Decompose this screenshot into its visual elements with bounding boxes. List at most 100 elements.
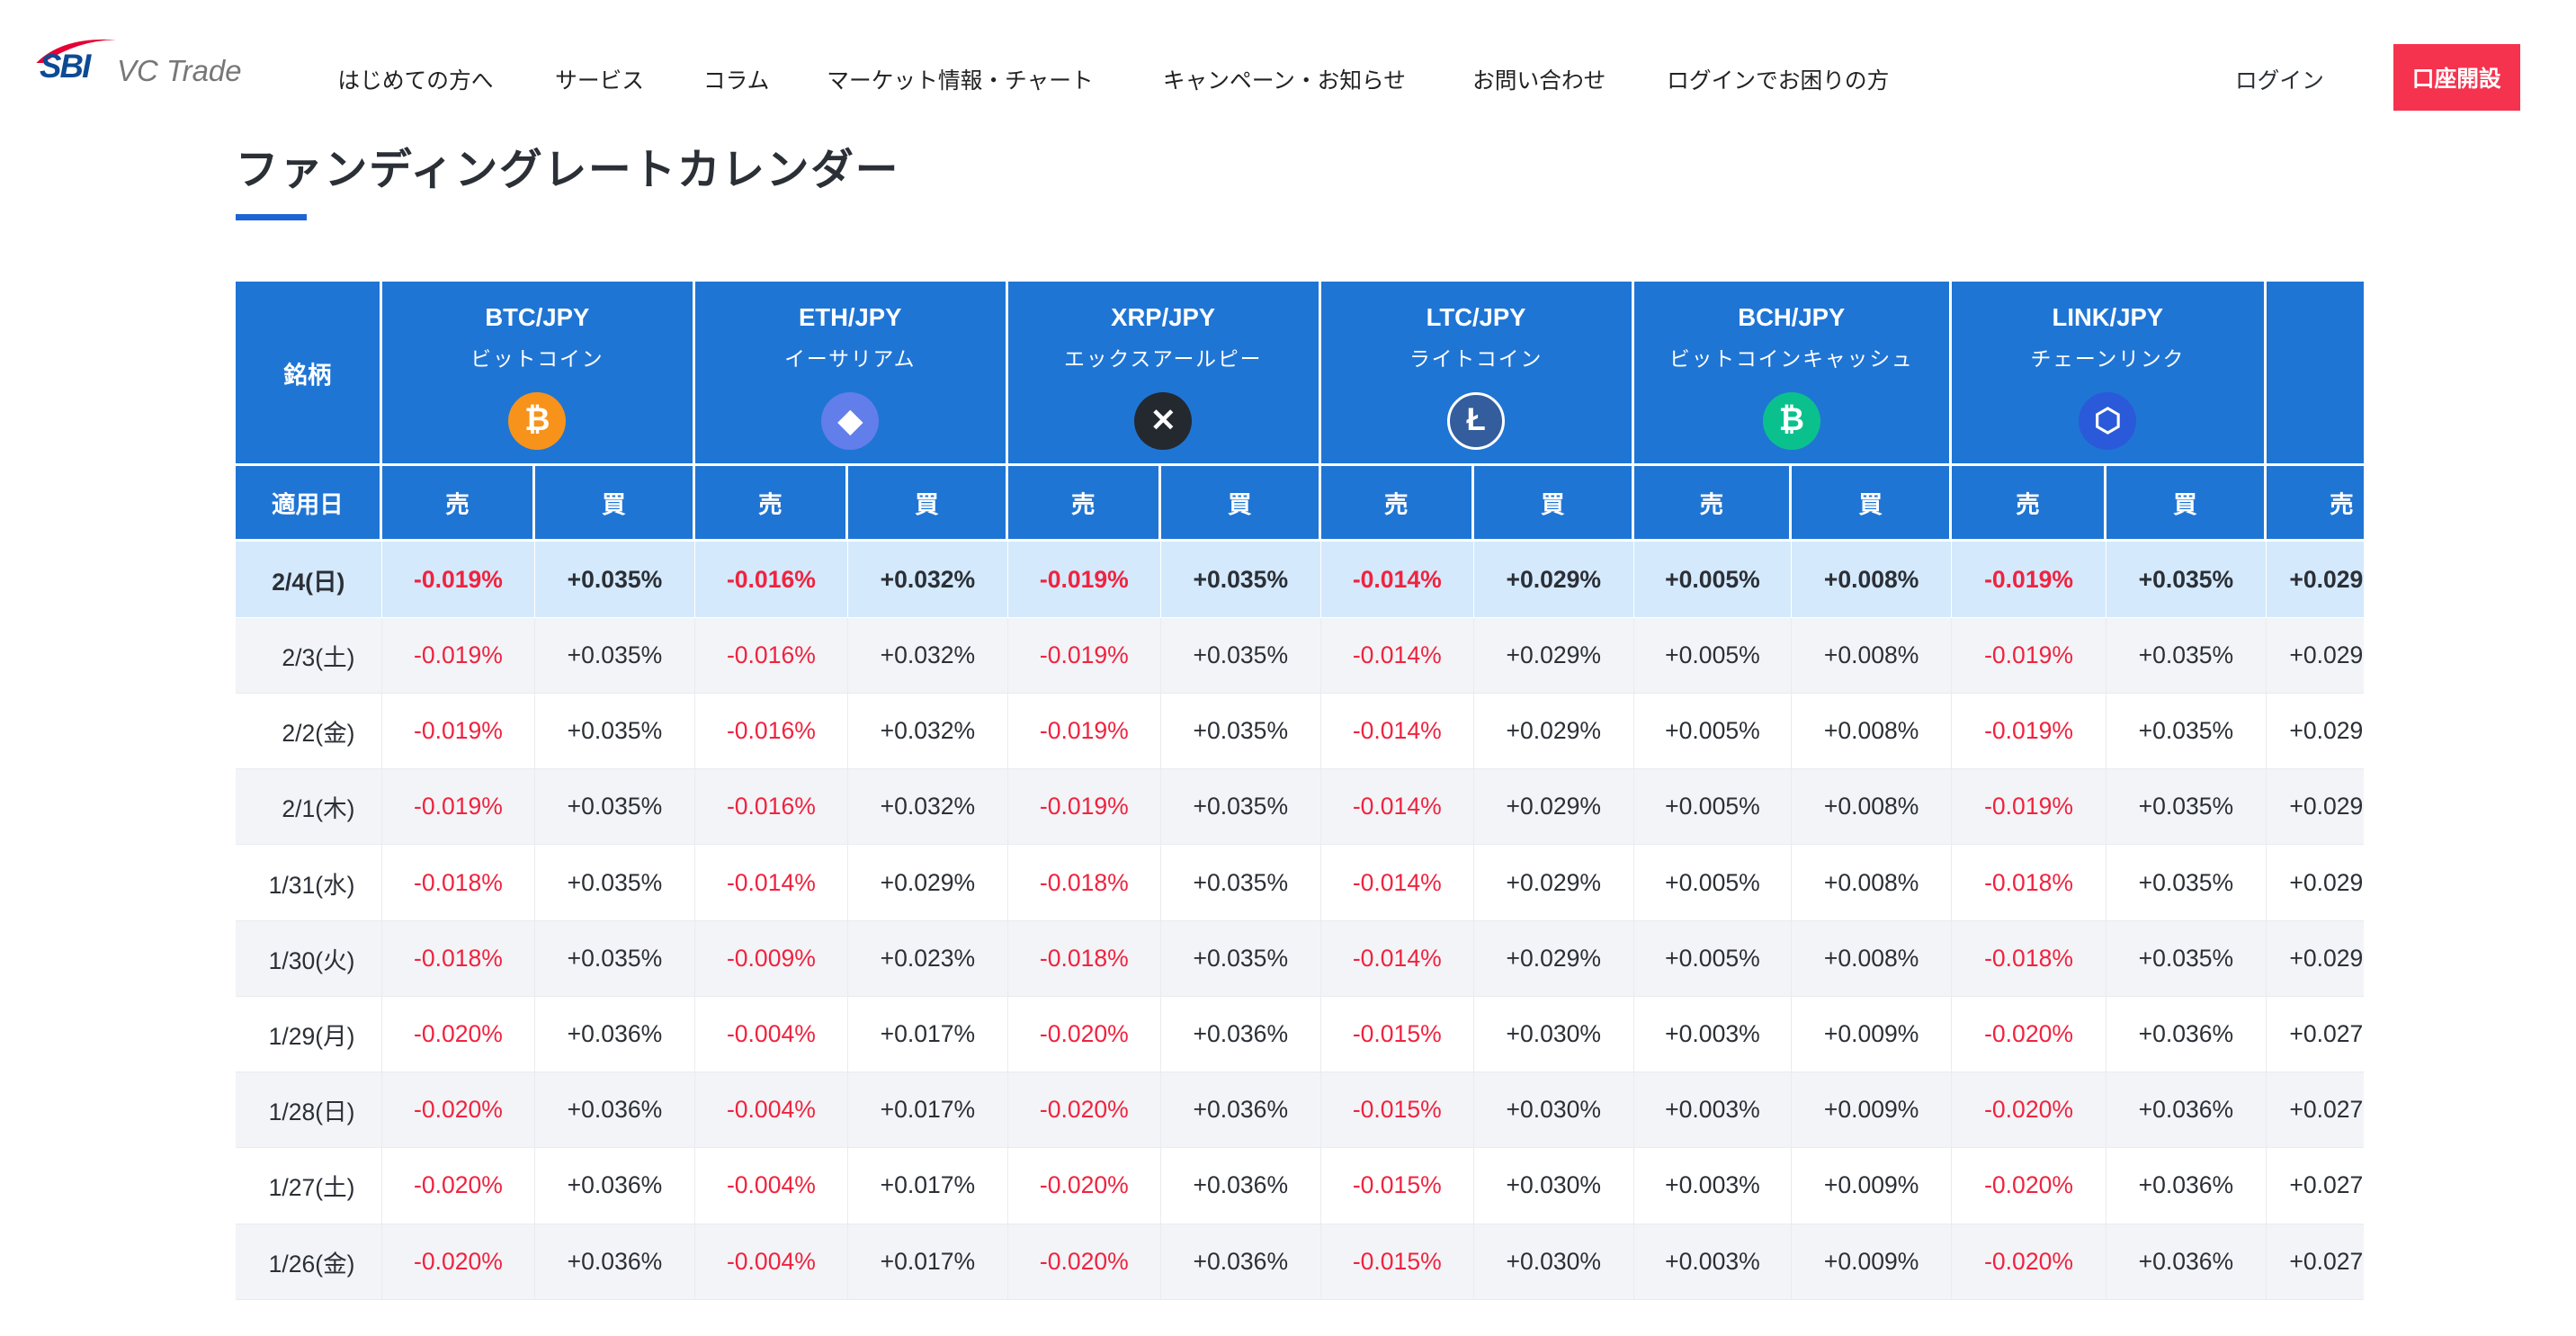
buy-header: 買 bbox=[1792, 466, 1952, 542]
rate-cell: +0.035% bbox=[535, 542, 695, 618]
rate-cell: +0.005% bbox=[1633, 769, 1793, 846]
rate-cell: -0.014% bbox=[1320, 542, 1474, 618]
coin-pair: LTC/JPY bbox=[1426, 302, 1526, 331]
date-cell: 1/31(水) bbox=[235, 845, 382, 921]
rate-cell: -0.004% bbox=[694, 996, 849, 1073]
open-account-button[interactable]: 口座開設 bbox=[2393, 44, 2520, 111]
date-header: 適用日 bbox=[235, 466, 382, 542]
rate-cell: -0.018% bbox=[1951, 920, 2107, 997]
rate-cell: -0.018% bbox=[381, 845, 536, 921]
rate-cell: +0.003% bbox=[1633, 1072, 1793, 1149]
rate-cell: +0.008% bbox=[1792, 617, 1952, 694]
rate-cell: +0.030% bbox=[1473, 1148, 1634, 1224]
rate-cell: -0.018% bbox=[1007, 920, 1161, 997]
rate-cell: +0.035% bbox=[1160, 693, 1321, 770]
logo[interactable]: SBI VC Trade bbox=[30, 33, 260, 93]
sell-header: 売 bbox=[1633, 466, 1793, 542]
login-link[interactable]: ログイン bbox=[2234, 67, 2324, 94]
coin-name: ビットコインキャッシュ bbox=[1668, 346, 1914, 371]
rate-cell: -0.019% bbox=[1007, 693, 1161, 770]
rate-cell: -0.019% bbox=[1007, 617, 1161, 694]
rate-cell: -0.016% bbox=[694, 542, 849, 618]
rate-cell: +0.029% bbox=[2266, 769, 2364, 846]
rate-cell: -0.014% bbox=[694, 845, 849, 921]
date-cell: 1/26(金) bbox=[235, 1224, 382, 1300]
rate-cell: +0.029% bbox=[2266, 617, 2364, 694]
rate-cell: +0.017% bbox=[848, 1224, 1008, 1300]
rate-cell: -0.004% bbox=[694, 1224, 849, 1300]
rate-cell: +0.036% bbox=[1160, 1072, 1321, 1149]
rate-cell: -0.018% bbox=[1007, 845, 1161, 921]
rate-cell: +0.023% bbox=[848, 920, 1008, 997]
rate-cell: -0.019% bbox=[1007, 542, 1161, 618]
rate-cell: +0.035% bbox=[535, 845, 695, 921]
rate-cell: +0.036% bbox=[535, 1148, 695, 1224]
rate-cell: +0.027% bbox=[2266, 1072, 2364, 1149]
bitcoin-cash-icon: ₿ bbox=[1762, 391, 1820, 450]
rate-cell: -0.015% bbox=[1320, 1224, 1474, 1300]
rate-cell: +0.030% bbox=[1473, 1072, 1634, 1149]
nav-column[interactable]: コラム bbox=[702, 67, 770, 94]
rate-cell: +0.008% bbox=[1792, 542, 1952, 618]
nav-beginners[interactable]: はじめての方へ bbox=[337, 67, 494, 94]
rate-cell: -0.020% bbox=[1007, 996, 1161, 1073]
page-title: ファンディングレートカレンダー bbox=[235, 146, 900, 196]
rate-cell: +0.035% bbox=[1160, 769, 1321, 846]
rate-cell: +0.005% bbox=[1633, 845, 1793, 921]
rate-cell: -0.019% bbox=[381, 769, 536, 846]
nav-login-help[interactable]: ログインでお困りの方 bbox=[1667, 67, 1890, 94]
coin-header: LTC/JPY ライトコイン Ł bbox=[1320, 282, 1634, 467]
rate-cell: +0.035% bbox=[1160, 542, 1321, 618]
rate-cell: -0.020% bbox=[1951, 1148, 2107, 1224]
logo-vc-trade: VC Trade bbox=[117, 54, 242, 88]
date-cell: 2/1(木) bbox=[235, 769, 382, 846]
rate-cell: +0.008% bbox=[1792, 920, 1952, 997]
rate-cell: +0.035% bbox=[2106, 693, 2267, 770]
date-cell: 2/3(土) bbox=[235, 617, 382, 694]
coin-name: ビットコイン bbox=[470, 346, 604, 371]
rate-cell: +0.035% bbox=[2106, 769, 2267, 846]
bitcoin-icon: ₿ bbox=[508, 391, 567, 450]
rate-cell: -0.020% bbox=[1007, 1224, 1161, 1300]
date-cell: 1/29(月) bbox=[235, 996, 382, 1073]
rate-cell: +0.008% bbox=[1792, 845, 1952, 921]
rate-cell: -0.016% bbox=[694, 693, 849, 770]
buy-header: 買 bbox=[1473, 466, 1634, 542]
nav-market[interactable]: マーケット情報・チャート bbox=[827, 67, 1094, 94]
rate-cell: +0.035% bbox=[535, 693, 695, 770]
rate-cell: +0.036% bbox=[535, 996, 695, 1073]
nav-services[interactable]: サービス bbox=[555, 67, 644, 94]
rate-cell: +0.027% bbox=[2266, 996, 2364, 1073]
litecoin-icon: Ł bbox=[1447, 391, 1506, 450]
rate-cell: -0.016% bbox=[694, 769, 849, 846]
rate-cell: +0.036% bbox=[535, 1224, 695, 1300]
title-underline bbox=[235, 214, 307, 221]
rate-cell: +0.017% bbox=[848, 1148, 1008, 1224]
rate-cell: +0.008% bbox=[1792, 769, 1952, 846]
date-cell: 1/27(土) bbox=[235, 1148, 382, 1224]
rate-cell: -0.016% bbox=[694, 617, 849, 694]
logo-swoosh-icon bbox=[36, 39, 116, 63]
coin-pair: LINK/JPY bbox=[2052, 302, 2164, 331]
coin-pair: XRP/JPY bbox=[1111, 302, 1216, 331]
rate-cell: -0.020% bbox=[1951, 1224, 2107, 1300]
rate-cell: -0.014% bbox=[1320, 693, 1474, 770]
rate-cell: -0.015% bbox=[1320, 1148, 1474, 1224]
rate-cell: +0.035% bbox=[1160, 920, 1321, 997]
rate-cell: -0.014% bbox=[1320, 769, 1474, 846]
coin-header: BTC/JPY ビットコイン ₿ bbox=[381, 282, 695, 467]
rate-cell: +0.036% bbox=[2106, 1148, 2267, 1224]
rate-cell: -0.019% bbox=[1951, 769, 2107, 846]
rate-cell: +0.009% bbox=[1792, 1148, 1952, 1224]
rate-cell: +0.035% bbox=[1160, 617, 1321, 694]
rate-cell: +0.009% bbox=[1792, 996, 1952, 1073]
rate-cell: +0.035% bbox=[2106, 845, 2267, 921]
chainlink-icon: ⬡ bbox=[2079, 391, 2137, 450]
nav-contact[interactable]: お問い合わせ bbox=[1472, 67, 1606, 94]
rate-cell: +0.035% bbox=[535, 920, 695, 997]
nav-campaign[interactable]: キャンペーン・お知らせ bbox=[1162, 67, 1406, 94]
rate-cell: -0.019% bbox=[1951, 693, 2107, 770]
date-cell: 2/4(日) bbox=[235, 542, 382, 618]
buy-header: 買 bbox=[1160, 466, 1321, 542]
coin-header: BCH/JPY ビットコインキャッシュ ₿ bbox=[1633, 282, 1952, 467]
